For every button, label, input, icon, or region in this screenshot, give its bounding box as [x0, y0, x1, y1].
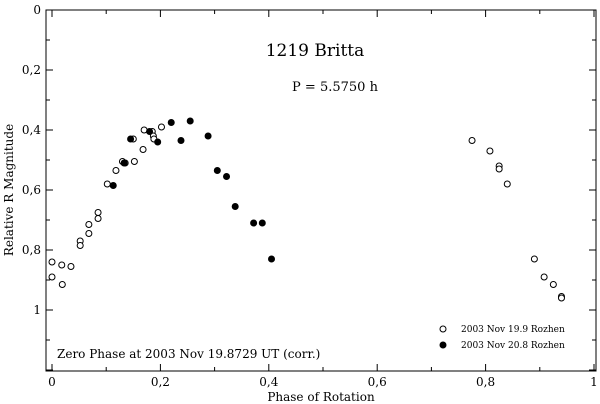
data-point-open: [530, 255, 538, 263]
data-point-filled: [146, 128, 154, 135]
data-point-open: [557, 294, 565, 302]
data-point-open: [468, 137, 476, 144]
data-point-filled: [186, 117, 194, 125]
data-point-open: [495, 165, 503, 173]
chart-title: 1219 Britta: [266, 41, 365, 61]
data-point-open: [85, 221, 93, 228]
data-point-filled: [154, 138, 162, 146]
y-tick-label: 0,8: [22, 243, 41, 257]
y-tick-label: 0,4: [22, 123, 41, 137]
period-label: P = 5.5750 h: [292, 80, 379, 95]
data-point-filled: [120, 159, 128, 167]
data-point-open: [130, 158, 138, 165]
x-tick-label: 0,4: [259, 375, 278, 389]
data-point-open: [94, 215, 102, 222]
x-tick-label: 1: [590, 375, 598, 389]
data-point-filled: [258, 219, 266, 227]
y-tick-label: 0,2: [22, 63, 41, 77]
data-point-filled: [177, 137, 185, 144]
y-axis-label: Relative R Magnitude: [2, 124, 16, 256]
data-point-open: [549, 281, 557, 288]
x-axis-label: Phase of Rotation: [267, 390, 375, 404]
data-point-open: [94, 209, 102, 216]
data-point-filled: [268, 255, 276, 263]
data-point-open: [67, 263, 75, 270]
data-point-open: [112, 167, 120, 174]
y-tick-label: 0,6: [22, 183, 41, 197]
data-point-filled: [213, 167, 221, 174]
legend-filled-marker: [439, 341, 447, 349]
data-point-open: [76, 242, 84, 249]
data-point-open: [540, 273, 548, 281]
data-point-open: [48, 273, 56, 281]
data-point-open: [48, 258, 56, 266]
data-point-filled: [223, 173, 231, 180]
legend-label-series-2: 2003 Nov 20.8 Rozhen: [461, 341, 565, 351]
data-point-open: [103, 180, 111, 188]
data-point-filled: [204, 132, 212, 140]
x-tick-label: 0,8: [476, 375, 495, 389]
y-tick-label: 0: [33, 3, 41, 17]
x-tick-label: 0,6: [368, 375, 387, 389]
plot-frame: [45, 9, 597, 372]
data-point-open: [58, 281, 66, 288]
data-point-open: [157, 123, 165, 131]
x-tick-label: 0,2: [151, 375, 170, 389]
data-point-filled: [250, 219, 258, 227]
data-point-open: [85, 230, 93, 237]
zero-phase-annotation: Zero Phase at 2003 Nov 19.8729 UT (corr.…: [57, 347, 320, 361]
data-point-filled: [167, 119, 175, 126]
y-tick-label: 1: [33, 303, 41, 317]
x-tick-label: 0: [48, 375, 56, 389]
data-point-open: [486, 147, 494, 155]
data-point-filled: [109, 182, 117, 189]
data-point-filled: [127, 135, 135, 143]
axis-ticks: 0 0,2 0,4 0,6 0,8 1 0 0,2 0,4 0,6 0,8 1: [22, 3, 598, 389]
data-point-filled: [231, 203, 239, 210]
legend-label-series-1: 2003 Nov 19.9 Rozhen: [461, 325, 565, 335]
legend: 2003 Nov 19.9 Rozhen 2003 Nov 20.8 Rozhe…: [439, 325, 565, 351]
data-point-open: [58, 261, 66, 269]
data-point-open: [139, 146, 147, 153]
data-point-open: [503, 180, 511, 188]
legend-open-marker: [439, 325, 447, 333]
data-points: [48, 117, 565, 302]
